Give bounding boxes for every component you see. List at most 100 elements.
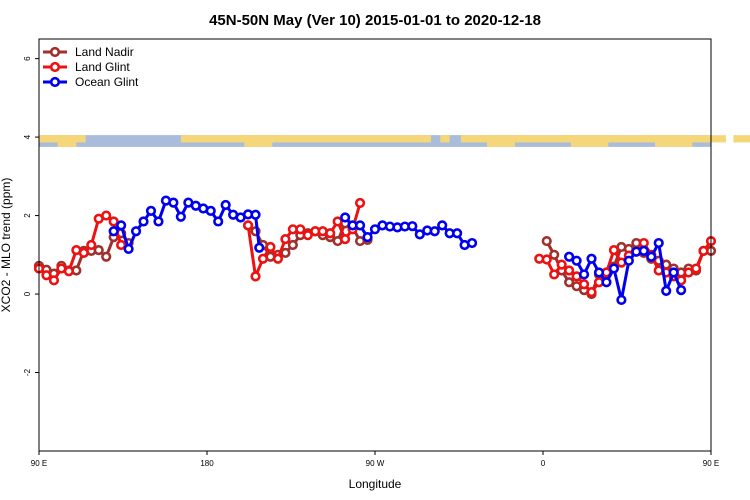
data-point-land-glint: [78, 247, 89, 258]
x-tick-label: 90 E: [31, 459, 47, 468]
data-point-land-glint: [250, 271, 261, 282]
data-point-ocean-glint: [116, 220, 127, 231]
data-point-ocean-glint: [638, 245, 649, 256]
data-point-ocean-glint: [362, 232, 373, 243]
map-land: [733, 135, 750, 143]
data-point-ocean-glint: [578, 269, 590, 280]
chart-title: 45N-50N May (Ver 10) 2015-01-01 to 2020-…: [209, 12, 541, 29]
data-point-land-glint: [86, 239, 97, 251]
map-land: [655, 142, 693, 147]
data-point-land-glint: [549, 269, 560, 280]
map-land: [57, 142, 77, 147]
data-point-ocean-glint: [571, 255, 582, 266]
data-point-ocean-glint: [138, 216, 149, 227]
data-point-ocean-glint: [220, 199, 231, 211]
data-point-ocean-glint: [676, 285, 687, 296]
legend-label-land-glint: Land Glint: [75, 60, 130, 74]
y-tick-label: 6: [23, 56, 32, 61]
legend-marker-land-nadir: [49, 46, 61, 58]
data-point-land-glint: [586, 286, 597, 298]
data-point-land-nadir: [287, 239, 298, 251]
data-point-land-glint: [116, 239, 127, 251]
data-point-ocean-glint: [437, 220, 448, 231]
data-point-ocean-glint: [205, 205, 216, 216]
x-tick-label: 90 E: [703, 459, 719, 468]
data-point-ocean-glint: [414, 229, 425, 240]
data-point-ocean-glint: [153, 216, 164, 227]
data-point-ocean-glint: [254, 242, 265, 253]
plot-area: [33, 195, 717, 306]
data-point-land-glint: [108, 216, 119, 227]
plot-frame: [38, 38, 712, 452]
x-tick-label: 180: [200, 459, 214, 468]
data-point-land-glint: [325, 228, 336, 239]
x-tick-label: 90 W: [366, 459, 385, 468]
data-point-land-glint: [608, 245, 620, 256]
data-point-land-glint: [690, 263, 702, 274]
x-axis-title: Longitude: [349, 477, 402, 491]
data-point-ocean-glint: [145, 205, 157, 216]
data-point-ocean-glint: [340, 212, 351, 223]
data-point-land-glint: [265, 241, 276, 253]
y-tick-label: 2: [23, 213, 32, 218]
data-point-land-glint: [698, 245, 709, 256]
data-point-ocean-glint: [668, 267, 679, 278]
data-point-land-glint: [41, 270, 52, 281]
data-point-ocean-glint: [616, 294, 627, 306]
data-point-land-nadir: [101, 251, 112, 262]
legend-marker-ocean-glint: [49, 76, 61, 88]
map-land: [180, 135, 431, 143]
legend-marker-land-glint: [49, 61, 61, 73]
map-land: [440, 135, 450, 143]
data-point-ocean-glint: [601, 277, 612, 288]
data-point-ocean-glint: [250, 209, 261, 220]
data-point-ocean-glint: [407, 221, 418, 232]
map-land: [244, 142, 273, 147]
data-point-ocean-glint: [646, 251, 657, 262]
series-line-ocean-glint: [112, 198, 261, 254]
x-axis: 90 E 180 90 W 0 90 E: [31, 451, 719, 468]
data-point-ocean-glint: [108, 226, 119, 237]
data-point-land-glint: [564, 265, 575, 276]
legend-label-land-nadir: Land Nadir: [75, 45, 134, 59]
x-tick-label: 0: [541, 459, 546, 468]
map-land: [571, 142, 609, 147]
data-point-land-glint: [340, 234, 351, 245]
data-point-ocean-glint: [452, 228, 463, 239]
data-point-ocean-glint: [586, 253, 597, 264]
y-axis-title: XCO2 - MLO trend (ppm): [0, 178, 13, 313]
data-point-land-nadir: [564, 277, 575, 288]
data-point-ocean-glint: [123, 243, 134, 255]
data-point-land-glint: [556, 259, 567, 270]
data-point-ocean-glint: [175, 211, 186, 222]
data-point-ocean-glint: [429, 226, 440, 237]
data-point-land-glint: [541, 254, 552, 265]
data-point-land-glint: [683, 267, 694, 278]
series-line-ocean-glint: [568, 238, 683, 301]
data-point-land-glint: [272, 253, 284, 264]
series-land-glint: [33, 197, 717, 298]
y-tick-label: 4: [23, 134, 32, 139]
data-point-land-glint: [101, 210, 112, 221]
data-point-land-glint: [280, 234, 291, 245]
y-axis: -2 0 2 4 6: [23, 56, 39, 376]
data-point-land-nadir: [93, 245, 104, 256]
data-point-ocean-glint: [608, 263, 620, 274]
data-point-ocean-glint: [661, 285, 672, 297]
data-point-ocean-glint: [466, 237, 478, 249]
data-point-land-glint: [302, 230, 313, 241]
data-point-ocean-glint: [623, 255, 634, 266]
data-point-land-glint: [332, 216, 343, 227]
data-point-land-glint: [48, 275, 60, 286]
data-point-ocean-glint: [354, 220, 366, 231]
y-tick-label: -2: [23, 368, 32, 376]
data-point-land-glint: [354, 197, 366, 209]
data-point-land-glint: [638, 237, 649, 249]
map-land: [460, 135, 726, 143]
data-point-land-glint: [63, 266, 74, 277]
map-band: [39, 135, 750, 147]
data-point-land-nadir: [549, 249, 560, 260]
y-tick-label: 0: [23, 291, 32, 296]
